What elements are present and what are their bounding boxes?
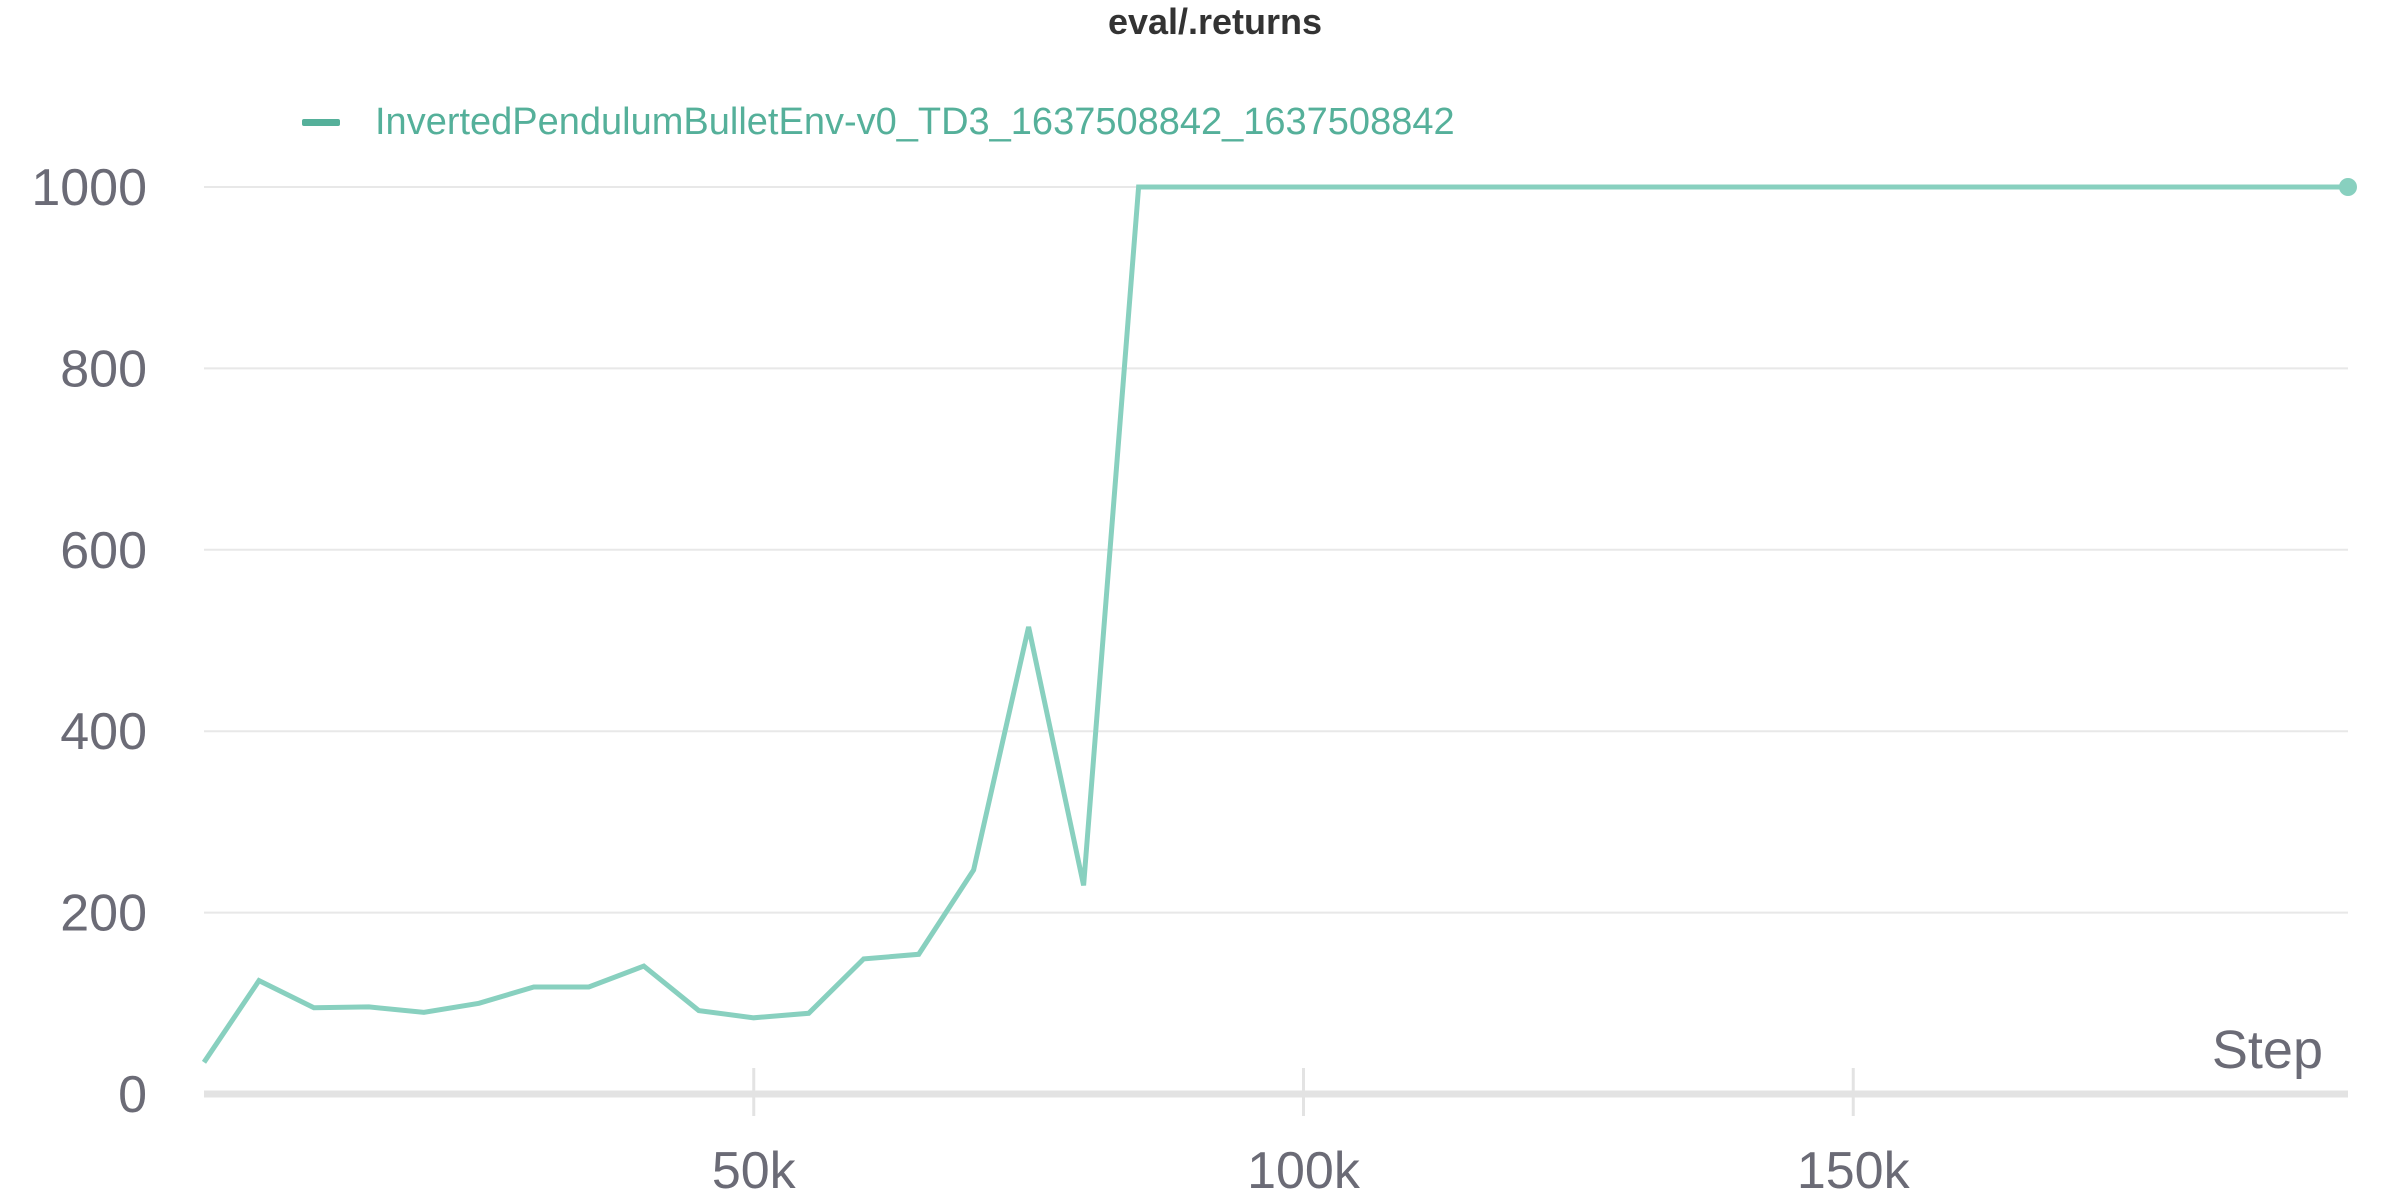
chart-title: eval/.returns xyxy=(1108,1,1322,42)
y-tick-label: 800 xyxy=(60,340,147,398)
x-axis-label: Step xyxy=(2212,1020,2323,1080)
y-tick-label: 0 xyxy=(118,1066,147,1124)
grid xyxy=(204,186,2348,914)
data-point[interactable] xyxy=(740,1004,768,1032)
y-axis-ticks: 0 200 400 600 800 1000 xyxy=(31,159,147,1124)
y-tick-label: 400 xyxy=(60,703,147,761)
series-line[interactable] xyxy=(201,184,2348,1064)
data-point[interactable] xyxy=(905,940,933,968)
x-tick-label: 150k xyxy=(1797,1142,1911,1200)
data-point[interactable] xyxy=(685,997,713,1025)
data-point[interactable] xyxy=(410,998,438,1026)
data-point[interactable] xyxy=(245,967,273,995)
x-axis-ticks: 50k 100k 150k xyxy=(712,1068,1911,1200)
data-point[interactable] xyxy=(520,973,548,1001)
x-tick-label: 100k xyxy=(1247,1142,1361,1200)
data-point[interactable] xyxy=(850,945,878,973)
x-tick-label: 50k xyxy=(712,1142,797,1200)
data-point[interactable] xyxy=(465,989,493,1017)
data-point[interactable] xyxy=(300,994,328,1022)
y-tick-label: 200 xyxy=(60,885,147,943)
y-tick-label: 600 xyxy=(60,522,147,580)
data-point[interactable] xyxy=(795,999,823,1027)
last-point-marker xyxy=(2339,178,2357,196)
data-point[interactable] xyxy=(1070,871,1098,899)
legend-swatch-icon xyxy=(302,119,340,126)
legend[interactable]: InvertedPendulumBulletEnv-v0_TD3_1637508… xyxy=(302,101,1455,143)
data-point[interactable] xyxy=(630,952,658,980)
series-layer xyxy=(190,173,2357,1076)
data-point[interactable] xyxy=(1015,613,1043,641)
data-point[interactable] xyxy=(575,973,603,1001)
y-tick-label: 1000 xyxy=(31,159,147,217)
data-point[interactable] xyxy=(960,856,988,884)
legend-label: InvertedPendulumBulletEnv-v0_TD3_1637508… xyxy=(375,101,1455,143)
data-point[interactable] xyxy=(355,993,383,1021)
data-point[interactable] xyxy=(190,1048,218,1076)
data-point[interactable] xyxy=(1125,173,1153,201)
